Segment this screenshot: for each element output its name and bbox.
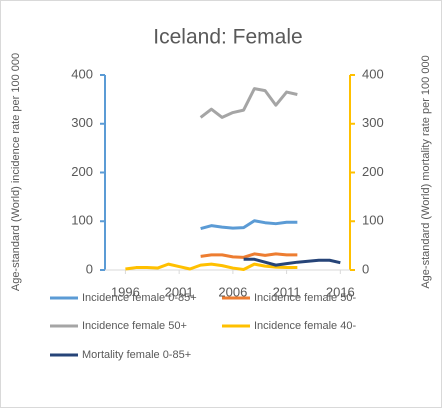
y2-tick-label: 400 xyxy=(362,66,384,81)
y-tick-label: 100 xyxy=(71,213,93,228)
series-line xyxy=(243,257,341,267)
y-tick-label: 0 xyxy=(86,261,93,276)
series-line xyxy=(125,262,298,272)
legend-label: Incidence female 50- xyxy=(254,292,356,304)
y2-tick-label: 100 xyxy=(362,213,384,228)
y2-tick-label: 0 xyxy=(362,261,369,276)
y2-tick-label: 300 xyxy=(362,115,384,130)
series-line xyxy=(199,87,298,119)
y-tick-label: 400 xyxy=(71,66,93,81)
legend-label: Mortality female 0-85+ xyxy=(82,349,191,361)
x-tick-label: 1996 xyxy=(111,284,140,299)
x-tick-label: 2001 xyxy=(165,284,194,299)
y-tick-label: 300 xyxy=(71,115,93,130)
y-tick-label: 200 xyxy=(71,164,93,179)
x-tick-label: 2011 xyxy=(273,284,301,299)
x-tick-label: 2006 xyxy=(218,284,247,299)
chart-title: Iceland: Female xyxy=(153,26,302,49)
legend-label: Incidence female 40- xyxy=(254,320,356,332)
legend-label: Incidence female 0-85+ xyxy=(82,292,197,304)
y2-tick-label: 200 xyxy=(362,164,384,179)
legend-label: Incidence female 50+ xyxy=(82,320,187,332)
series-line xyxy=(200,252,298,259)
y2-axis-label: Age-standard (World) mortality rate per … xyxy=(420,55,432,288)
y-axis-label: Age-standard (World) incidence rate per … xyxy=(10,53,22,291)
x-tick-label: 2016 xyxy=(326,284,355,299)
series-line xyxy=(200,219,298,231)
